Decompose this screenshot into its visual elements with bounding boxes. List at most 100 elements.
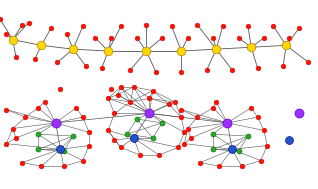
Point	[217, 165, 222, 168]
Point	[255, 116, 260, 119]
Point	[230, 68, 235, 71]
Point	[112, 138, 117, 141]
Point	[236, 150, 241, 153]
Point	[249, 106, 254, 109]
Point	[36, 148, 41, 151]
Point	[20, 161, 25, 164]
Point	[42, 101, 47, 104]
Point	[99, 67, 104, 70]
Point	[261, 129, 266, 132]
Point	[86, 131, 92, 134]
Point	[179, 108, 184, 111]
Point	[112, 112, 117, 115]
Point	[195, 116, 200, 119]
Point	[296, 27, 301, 30]
Point	[296, 112, 301, 115]
Point	[144, 23, 149, 26]
Point	[176, 146, 181, 149]
Point	[255, 67, 260, 70]
Point	[179, 116, 184, 119]
Point	[32, 57, 38, 60]
Point	[4, 108, 9, 111]
Point	[258, 159, 263, 162]
Point	[214, 48, 219, 51]
Point	[86, 144, 92, 147]
Point	[265, 144, 270, 147]
Point	[10, 127, 15, 130]
Point	[239, 165, 244, 168]
Point	[182, 131, 187, 134]
Point	[39, 44, 44, 47]
Point	[137, 153, 142, 156]
Point	[4, 33, 9, 36]
Point	[271, 25, 276, 28]
Point	[134, 36, 139, 39]
Point	[211, 148, 216, 151]
Point	[160, 36, 165, 39]
Point	[249, 46, 254, 49]
Point	[182, 142, 187, 145]
Point	[287, 138, 292, 141]
Point	[156, 153, 162, 156]
Point	[131, 85, 136, 88]
Point	[245, 135, 251, 138]
Point	[118, 25, 123, 28]
Point	[10, 38, 15, 41]
Point	[150, 89, 155, 92]
Point	[150, 136, 155, 139]
Point	[261, 36, 266, 39]
Point	[185, 127, 190, 130]
Point	[198, 161, 203, 164]
Point	[39, 165, 44, 168]
Point	[13, 55, 18, 58]
Point	[131, 136, 136, 139]
Point	[128, 68, 133, 71]
Point	[106, 97, 111, 100]
Point	[55, 61, 60, 64]
Point	[185, 36, 190, 39]
Point	[109, 87, 114, 90]
Point	[144, 50, 149, 53]
Point	[74, 106, 79, 109]
Point	[71, 48, 76, 51]
Point	[53, 121, 58, 124]
Point	[147, 112, 152, 115]
Point	[211, 106, 216, 109]
Point	[195, 23, 200, 26]
Point	[61, 165, 66, 168]
Point	[125, 133, 130, 136]
Point	[36, 106, 41, 109]
Point	[4, 142, 9, 145]
Point	[20, 23, 25, 26]
Point	[306, 61, 311, 64]
Point	[128, 101, 133, 104]
Point	[0, 17, 3, 20]
Point	[71, 135, 76, 138]
Point	[188, 136, 193, 139]
Point	[13, 136, 18, 139]
Point	[236, 36, 241, 39]
Point	[93, 36, 98, 39]
Point	[64, 33, 69, 36]
Point	[23, 116, 28, 119]
Point	[83, 65, 88, 68]
Point	[230, 148, 235, 151]
Point	[211, 133, 216, 136]
Point	[169, 25, 174, 28]
Point	[172, 101, 177, 104]
Point	[109, 36, 114, 39]
Point	[115, 93, 120, 96]
Point	[80, 25, 85, 28]
Point	[204, 68, 209, 71]
Point	[61, 150, 66, 153]
Point	[160, 121, 165, 124]
Point	[118, 85, 123, 88]
Point	[179, 50, 184, 53]
Point	[153, 70, 158, 73]
Point	[179, 70, 184, 73]
Point	[118, 146, 123, 149]
Point	[58, 87, 63, 90]
Point	[280, 65, 286, 68]
Point	[48, 27, 53, 30]
Point	[36, 133, 41, 136]
